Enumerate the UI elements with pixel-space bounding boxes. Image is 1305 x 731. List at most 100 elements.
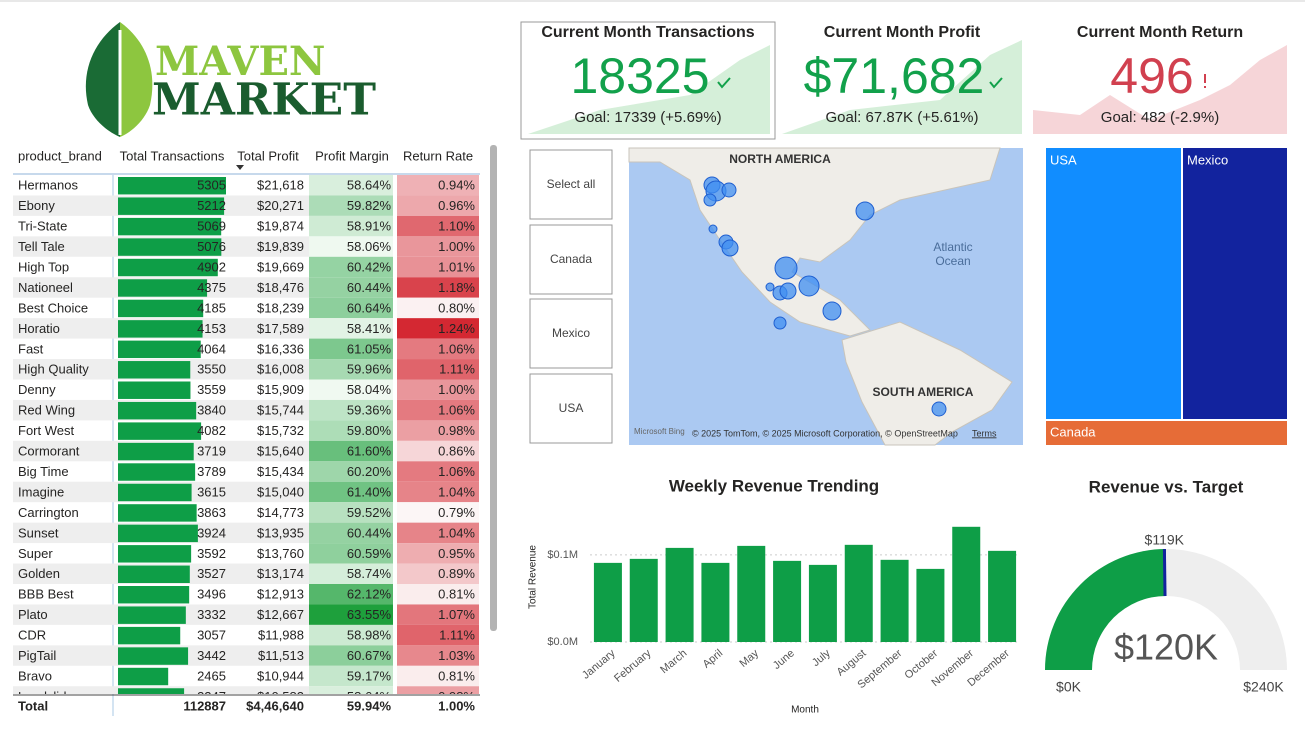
kpi-sparkline: [528, 45, 770, 134]
return-rate: 1.06%: [438, 464, 475, 479]
transactions: 3527: [197, 566, 226, 581]
slicer-button[interactable]: [529, 149, 613, 220]
return-rate: 0.98%: [438, 423, 475, 438]
transaction-bar: [118, 565, 190, 583]
value-label: $120K: [1114, 627, 1218, 668]
slicer-label: USA: [559, 401, 584, 415]
column-header: product_brand: [18, 148, 102, 163]
return-cell: [397, 481, 479, 503]
transactions: 3615: [197, 484, 226, 499]
transactions: 4375: [197, 280, 226, 295]
return-cell: [397, 624, 479, 646]
return-rate: 0.95%: [438, 546, 475, 561]
slicer-label: Canada: [550, 252, 592, 266]
profit: $19,874: [257, 219, 304, 234]
kpi-sparkline: [1033, 45, 1287, 134]
brand: Fort West: [18, 423, 74, 438]
brand: Golden: [18, 566, 60, 581]
margin-cell: [309, 379, 393, 400]
return-rate: 0.94%: [438, 178, 475, 193]
kpi-value: $71,682: [804, 48, 985, 104]
transactions: 5212: [197, 198, 226, 213]
return-rate: 1.00%: [438, 382, 475, 397]
transactions: 2465: [197, 668, 226, 683]
return-rate: 1.07%: [438, 607, 475, 622]
slicer-button[interactable]: [529, 298, 613, 369]
margin-cell: [309, 522, 393, 544]
transaction-bar: [118, 258, 218, 277]
transactions: 3247: [197, 689, 226, 704]
margin-cell: [309, 645, 393, 666]
bar: [916, 568, 945, 642]
transactions: 3924: [197, 525, 226, 540]
total-cell: $4,46,640: [246, 698, 304, 713]
gauge-tick-label: $240K: [1243, 679, 1284, 695]
bar: [593, 562, 622, 642]
transactions: 5076: [197, 239, 226, 254]
transactions: 3840: [197, 403, 226, 418]
return-rate: 0.89%: [438, 566, 475, 581]
transaction-bar: [118, 483, 192, 502]
sort-arrow: [236, 165, 244, 170]
bar: [880, 559, 909, 642]
transactions: 3442: [197, 648, 226, 663]
treemap-canada: [1046, 421, 1287, 445]
slicer-label: Select all: [547, 177, 596, 191]
margin-cell: [309, 297, 393, 319]
kpi-sparkline: [782, 40, 1022, 134]
margin-cell: [309, 502, 393, 523]
margin-cell: [309, 440, 393, 462]
margin-cell: [309, 277, 393, 298]
transaction-bar: [118, 524, 198, 543]
margin-cell: [309, 399, 393, 421]
brand: Bravo: [18, 668, 52, 683]
transaction-bar: [118, 688, 185, 694]
profit: $15,909: [257, 382, 304, 397]
margin-cell: [309, 359, 393, 380]
transactions: 3332: [197, 607, 226, 622]
return-cell: [397, 645, 479, 666]
total-cell: Total: [18, 698, 48, 713]
slicer-button[interactable]: [529, 373, 613, 444]
return-cell: [397, 318, 479, 339]
brand: Best Choice: [18, 300, 88, 315]
brand: Carrington: [18, 505, 79, 520]
transactions: 4153: [197, 321, 226, 336]
transactions: 4902: [197, 259, 226, 274]
kpi-goal: Goal: 67.87K (+5.61%): [825, 109, 978, 126]
profit-margin: 60.59%: [347, 546, 392, 561]
transactions: 3719: [197, 444, 226, 459]
total-cell: 1.00%: [438, 698, 475, 713]
transaction-bar: [118, 238, 222, 256]
profit: $13,174: [257, 566, 304, 581]
transaction-bar: [118, 545, 192, 563]
map-land: [841, 321, 1013, 446]
profit: $21,618: [257, 178, 304, 193]
transaction-bar: [118, 422, 202, 440]
profit-margin: 59.36%: [347, 403, 392, 418]
profit-margin: 59.17%: [347, 668, 392, 683]
margin-cell: [309, 420, 393, 441]
profit: $15,744: [257, 403, 304, 418]
transactions: 3057: [197, 628, 226, 643]
brand: Ebony: [18, 198, 55, 213]
slicer-button[interactable]: [529, 224, 613, 295]
scrollbar: [490, 145, 497, 631]
profit-margin: 58.64%: [347, 689, 392, 704]
profit-margin: 59.96%: [347, 362, 392, 377]
profit-margin: 59.82%: [347, 198, 392, 213]
transactions: 3496: [197, 587, 226, 602]
margin-cell: [309, 195, 393, 216]
profit: $12,667: [257, 607, 304, 622]
return-rate: 0.81%: [438, 587, 475, 602]
kpi-goal: Goal: 17339 (+5.69%): [574, 109, 721, 126]
map-attribution: © 2025 TomTom, © 2025 Microsoft Corporat…: [692, 428, 958, 438]
profit: $16,336: [257, 341, 304, 356]
return-rate: 1.18%: [438, 280, 475, 295]
transactions: 4064: [197, 341, 226, 356]
x-tick-label: June: [771, 647, 797, 672]
return-cell: [397, 522, 479, 544]
brand: Tri-State: [18, 219, 67, 234]
transaction-bar: [118, 340, 201, 359]
